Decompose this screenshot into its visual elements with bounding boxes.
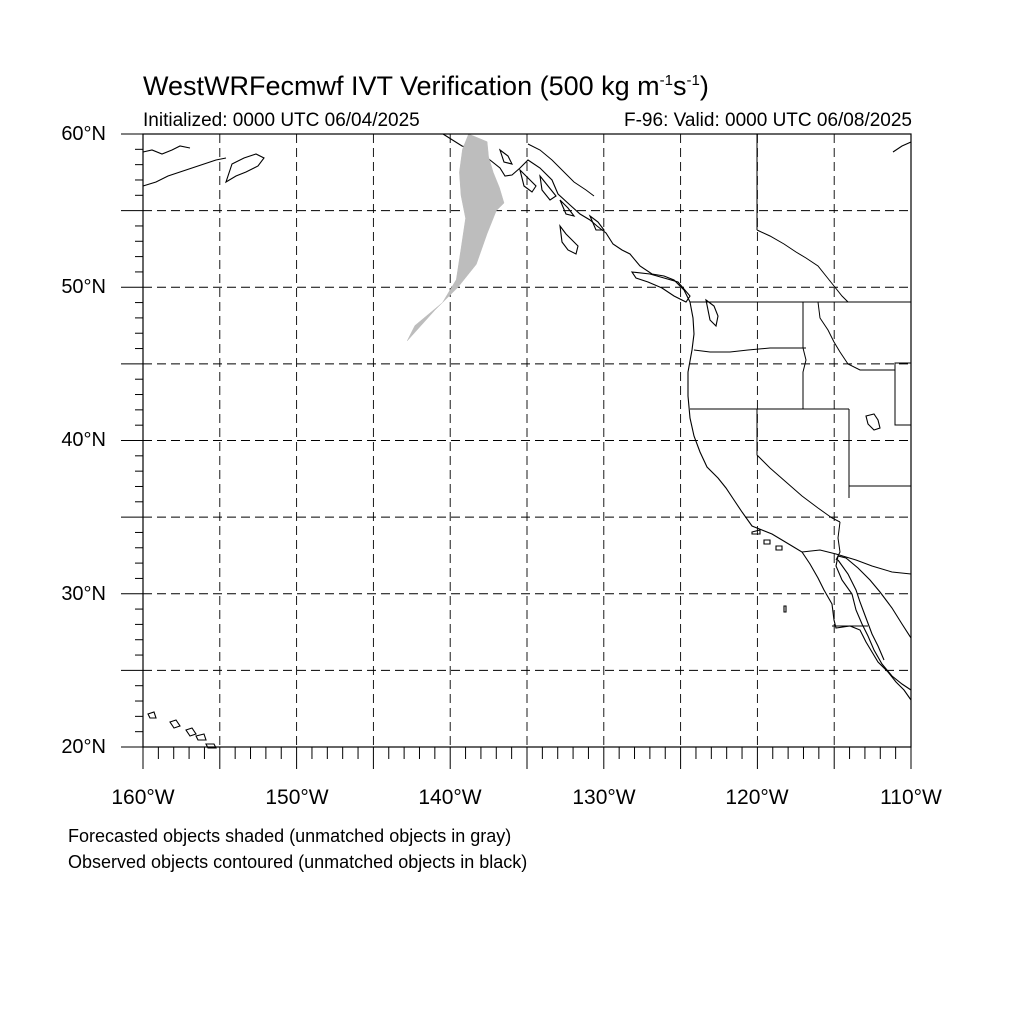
- alaska-peninsula-coast: [142, 145, 227, 187]
- lat-label-60n: 60°N: [61, 123, 106, 145]
- hawaii-islands: [147, 711, 217, 749]
- coastlines: [142, 133, 912, 749]
- yukon-coast-ne: [892, 141, 912, 153]
- british-columbia-islands: [559, 214, 719, 328]
- chart-title: WestWRFecmwf IVT Verification (500 kg m-…: [143, 71, 709, 101]
- idaho-montana-border: [817, 301, 895, 371]
- colorado-river-border: [835, 521, 841, 561]
- us-mexico-border: [801, 549, 912, 575]
- political-borders: [527, 134, 912, 627]
- alberta-bc-divide: [756, 229, 849, 303]
- channel-islands: [751, 529, 787, 613]
- lon-label-150w: 150°W: [265, 786, 329, 809]
- lon-label-120w: 120°W: [725, 786, 789, 809]
- forecast-object-unmatched: [406, 133, 505, 342]
- lat-label-20n: 20°N: [61, 736, 106, 758]
- lon-label-160w: 160°W: [111, 786, 175, 809]
- lat-label-30n: 30°N: [61, 583, 106, 605]
- lon-label-110w: 110°W: [880, 786, 942, 809]
- lat-label-50n: 50°N: [61, 276, 106, 298]
- graticule: [143, 134, 911, 747]
- north-america-coastline: [442, 133, 912, 701]
- initialized-time: Initialized: 0000 UTC 06/04/2025: [143, 110, 420, 131]
- idaho-west-border: [802, 302, 807, 409]
- gulf-of-california-coast: [835, 555, 912, 691]
- alaska-panhandle-islands: [498, 148, 576, 217]
- valid-time: F-96: Valid: 0000 UTC 06/08/2025: [624, 110, 912, 131]
- great-salt-lake: [865, 413, 881, 431]
- alaska-canada-border: [527, 143, 595, 197]
- lat-label-40n: 40°N: [61, 429, 106, 451]
- lon-label-130w: 130°W: [572, 786, 636, 809]
- baja-interior-coast: [837, 559, 885, 661]
- lon-label-140w: 140°W: [418, 786, 482, 809]
- california-nevada-border: [756, 409, 841, 523]
- kodiak-island: [225, 153, 265, 184]
- axis-ticks: [121, 133, 912, 769]
- caption-forecast: Forecasted objects shaded (unmatched obj…: [68, 826, 512, 846]
- map-frame: [142, 133, 912, 748]
- wyoming-border: [894, 362, 912, 426]
- washington-oregon-border: [693, 347, 806, 353]
- caption-observed: Observed objects contoured (unmatched ob…: [68, 852, 528, 872]
